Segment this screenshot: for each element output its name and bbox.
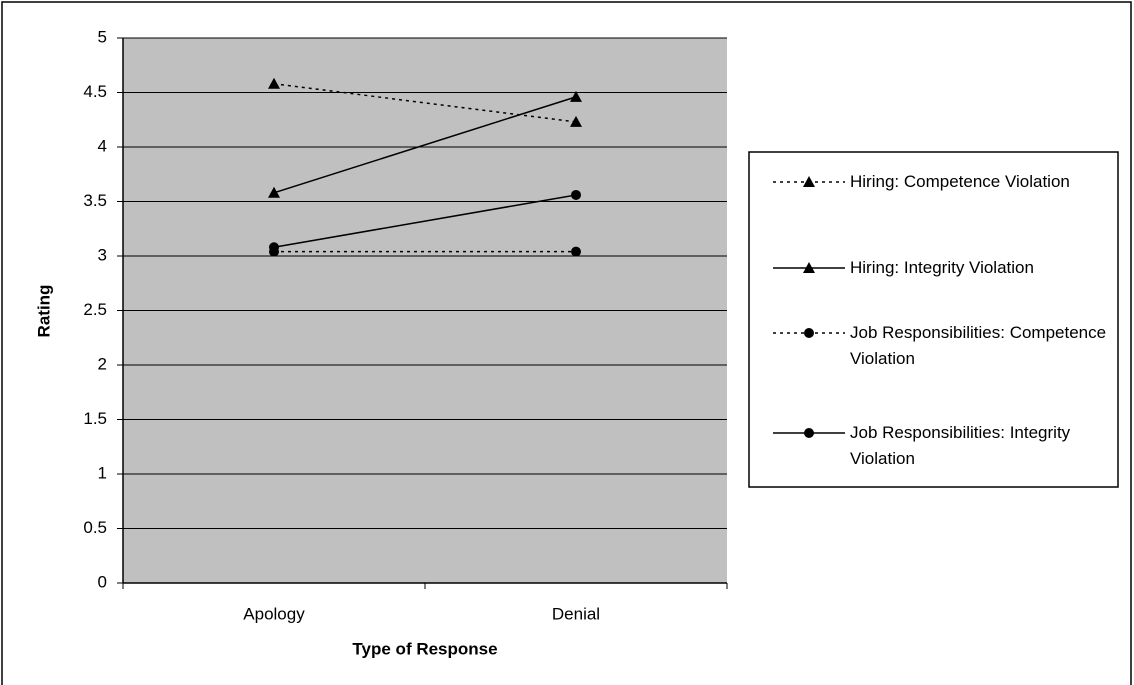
- data-point: [268, 186, 280, 198]
- y-tick-label: 3.5: [83, 191, 107, 210]
- x-axis-title: Type of Response: [352, 639, 497, 658]
- series-line: [273, 83, 577, 123]
- y-tick-label: 3: [98, 245, 107, 264]
- y-tick-label: 0: [98, 572, 107, 591]
- legend-label: Hiring: Integrity Violation: [850, 258, 1034, 277]
- data-point: [269, 242, 279, 253]
- y-tick-label: 5: [98, 27, 107, 46]
- y-tick-label: 2: [98, 354, 107, 373]
- legend-marker: [803, 176, 815, 187]
- series-line: [273, 96, 577, 194]
- y-tick-label: 0.5: [83, 518, 107, 537]
- legend-marker: [804, 428, 814, 438]
- data-point: [268, 77, 280, 89]
- x-tick-label: Denial: [552, 604, 600, 623]
- legend-marker: [803, 262, 815, 273]
- series-line: [273, 194, 577, 249]
- y-tick-label: 4: [98, 136, 107, 155]
- x-tick-label: Apology: [243, 604, 305, 623]
- y-tick-label: 2.5: [83, 300, 107, 319]
- y-tick-label: 1.5: [83, 409, 107, 428]
- legend-label: Job Responsibilities: Integrity Violatio…: [850, 423, 1071, 468]
- legend-marker: [804, 328, 814, 338]
- legend-label: Hiring: Competence Violation: [850, 172, 1070, 191]
- data-point: [571, 189, 581, 200]
- data-point: [571, 246, 581, 257]
- y-tick-label: 1: [98, 463, 107, 482]
- legend-label: Job Responsibilities: Competence Violati…: [850, 323, 1107, 368]
- y-axis-title: Rating: [34, 285, 53, 338]
- data-point: [570, 90, 582, 102]
- y-tick-label: 4.5: [83, 82, 107, 101]
- data-point: [570, 115, 582, 127]
